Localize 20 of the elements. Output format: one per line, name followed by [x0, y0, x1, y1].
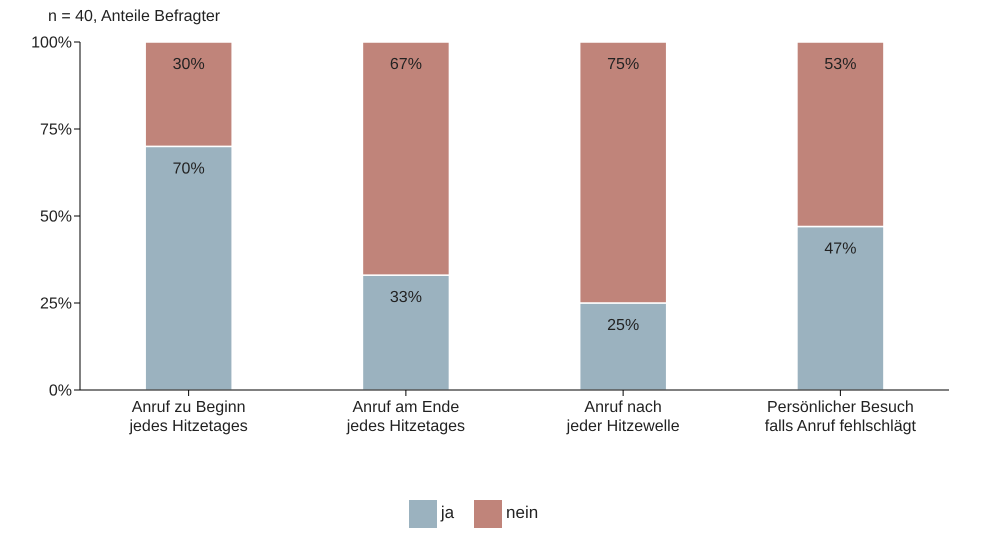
x-tick-label: Anruf nach jeder Hitzewelle — [566, 399, 680, 435]
data-label: 75% — [607, 56, 640, 73]
data-label: 25% — [607, 317, 640, 334]
y-tick-label: 50% — [40, 208, 72, 226]
y-tick-label: 25% — [40, 296, 72, 313]
data-label: 53% — [824, 56, 856, 73]
x-tick-label: Anruf am Ende jedes Hitzetages — [346, 399, 466, 435]
legend-label: nein — [506, 503, 538, 522]
data-label: 47% — [824, 240, 856, 258]
chart-subtitle: n = 40, Anteile Befragter — [48, 8, 220, 26]
data-label: 70% — [172, 160, 205, 178]
y-tick-label: 75% — [40, 122, 72, 139]
legend-label: ja — [440, 503, 454, 522]
x-tick-label: Anruf zu Beginn jedes Hitzetages — [128, 399, 248, 435]
y-tick-label: 100% — [31, 34, 72, 52]
y-tick-label: 0% — [48, 382, 72, 400]
data-label: 33% — [390, 289, 422, 306]
x-tick-label: Persönlicher Besuch falls Anruf fehlschlägt — [764, 399, 917, 435]
data-label: 67% — [390, 56, 422, 73]
data-label: 30% — [172, 56, 205, 73]
